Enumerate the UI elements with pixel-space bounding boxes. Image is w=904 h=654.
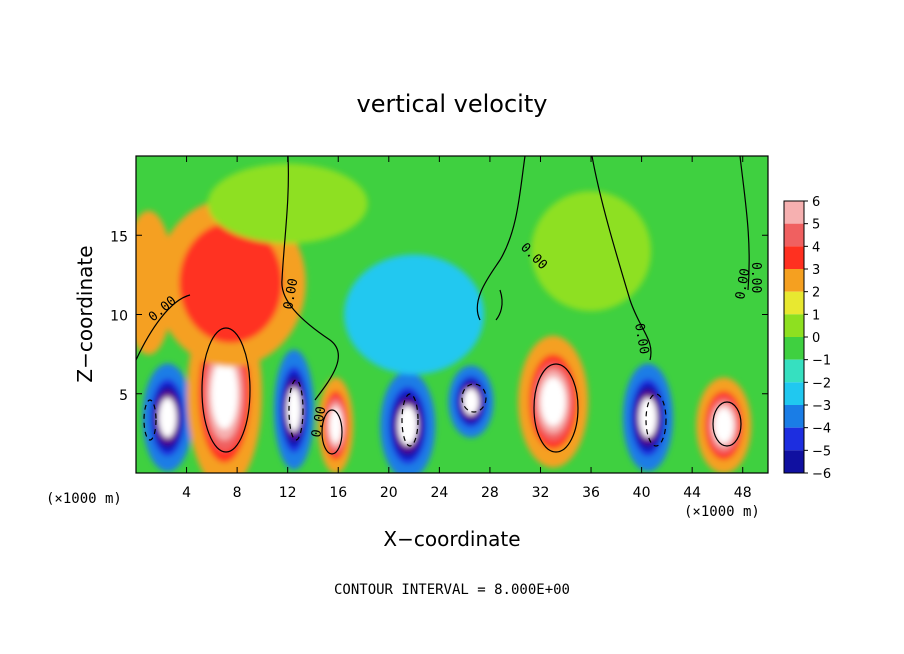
colorbar-swatch [784, 427, 804, 451]
colorbar-swatch [784, 359, 804, 383]
contour-interval-note: CONTOUR INTERVAL = 8.000E+00 [334, 582, 570, 598]
x-tick-label: 16 [329, 485, 347, 501]
colorbar-swatch [784, 223, 804, 247]
colorbar-label: 0 [812, 331, 820, 346]
contour-loop-negative [401, 393, 419, 447]
x-tick-label: 32 [532, 485, 550, 501]
heatmap-cell [286, 387, 302, 432]
y-axis-ticks: 5 10 15 [110, 229, 768, 404]
x-unit-label-right: (×1000 m) [684, 504, 760, 520]
contour-label: 0.00 [281, 277, 301, 310]
colorbar-label: 1 [812, 308, 820, 323]
zero-contour-line [476, 156, 526, 321]
x-tick-label: 36 [582, 485, 600, 501]
contour-label: 0.00 [733, 267, 753, 300]
colorbar-frame [783, 200, 805, 474]
contour-label: 0.00 [631, 322, 651, 355]
x-tick-label: 24 [430, 485, 448, 501]
x-tick-label: 12 [279, 485, 297, 501]
colorbar-label: −5 [812, 444, 831, 459]
contour-label: 0.00 [309, 405, 329, 438]
y-axis-label: Z−coordinate [73, 245, 97, 382]
colorbar-label: −2 [812, 376, 831, 391]
x-tick-label: 28 [481, 485, 499, 501]
zero-contour-line [739, 156, 750, 291]
x-unit-label-left: (×1000 m) [46, 491, 122, 507]
colorbar-label: −4 [812, 422, 831, 437]
colorbar-label: 4 [812, 240, 820, 255]
colorbar-label: −1 [812, 354, 831, 369]
colorbar-swatch [784, 382, 804, 405]
zero-contour-line [281, 156, 340, 401]
colorbar-swatch [784, 450, 804, 473]
x-tick-label: 44 [683, 485, 701, 501]
colorbar-swatch [784, 269, 804, 292]
x-axis-label: X−coordinate [383, 527, 520, 551]
contour-loop [533, 363, 579, 453]
colorbar-label: 3 [812, 263, 820, 278]
colorbar-swatch [784, 314, 804, 337]
heatmap-cell [463, 388, 479, 415]
heatmap-cell [136, 210, 174, 355]
contour-loop [201, 327, 251, 453]
y-tick-label: 5 [119, 388, 128, 404]
contour-loop [712, 401, 742, 447]
x-tick-label: 40 [633, 485, 651, 501]
chart-title: vertical velocity [357, 90, 548, 118]
contour-loop-negative [288, 379, 304, 441]
heatmap-cell [531, 191, 652, 312]
colorbar-label: 2 [812, 286, 820, 301]
y-tick-label: 10 [110, 309, 128, 325]
heatmap-cell [639, 397, 657, 438]
heatmap-cell [344, 254, 485, 375]
heatmap-cell [398, 405, 418, 446]
zero-contour-line [495, 289, 503, 321]
x-tick-label: 8 [233, 485, 242, 501]
contour-loop-negative [645, 393, 667, 447]
colorbar-swatch [784, 405, 804, 428]
x-axis-ticks: 4 8 12 16 20 24 28 32 36 40 44 48 [182, 156, 752, 501]
colorbar-label: −3 [812, 399, 831, 414]
x-tick-label: 4 [182, 485, 191, 501]
colorbar-swatch [784, 201, 804, 224]
zero-contour-line [591, 156, 652, 361]
colorbar-swatch [784, 337, 804, 360]
colorbar-label: −6 [812, 467, 831, 482]
x-tick-label: 48 [734, 485, 752, 501]
colorbar-label: 5 [812, 218, 820, 233]
colorbar-swatch [784, 291, 804, 315]
colorbar-swatch [784, 246, 804, 269]
colorbar-label: 6 [812, 195, 820, 210]
heatmap-cell [215, 369, 234, 418]
y-tick-label: 15 [110, 229, 128, 245]
x-tick-label: 20 [380, 485, 398, 501]
contour-loop-negative [461, 383, 487, 413]
heatmap-cell [714, 407, 734, 444]
heatmap-cell [540, 377, 566, 426]
heatmap-field: 0.00 0.00 0.00 0.00 0.00 0.00 0.00 [136, 156, 768, 473]
heatmap-cell [329, 407, 342, 444]
heatmap-cell [179, 222, 283, 343]
contour-label: 0.00 [748, 262, 763, 293]
heatmap-cell [158, 397, 177, 438]
colorbar: 6 5 4 3 2 1 0 −1 −2 −3 −4 −5 −6 [784, 195, 831, 482]
contour-loop-negative [143, 399, 157, 441]
zero-contour-line [136, 294, 191, 361]
contour-loop [321, 409, 343, 455]
